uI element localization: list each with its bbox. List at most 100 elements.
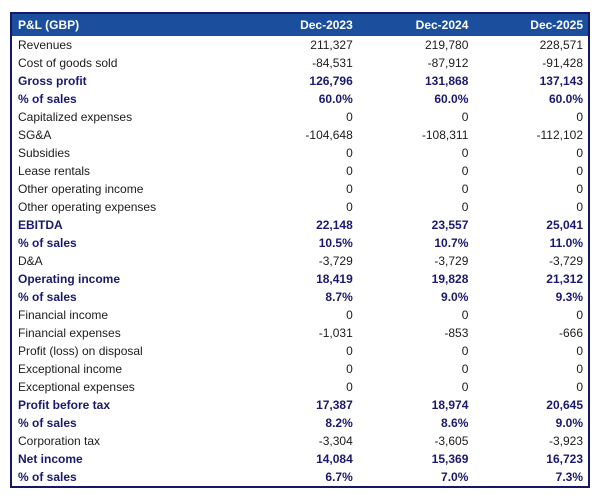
cell-value: -3,923 <box>473 432 589 450</box>
cell-value: -853 <box>357 324 474 342</box>
cell-value: 8.2% <box>242 414 358 432</box>
cell-value: 0 <box>357 342 474 360</box>
cell-value: 0 <box>473 162 589 180</box>
cell-value: -666 <box>473 324 589 342</box>
cell-value: -3,304 <box>242 432 358 450</box>
cell-value: -3,729 <box>357 252 474 270</box>
column-header-dec-2024: Dec-2024 <box>357 13 474 36</box>
cell-value: 9.0% <box>473 414 589 432</box>
cell-value: 10.7% <box>357 234 474 252</box>
table-row: % of sales 60.0% 60.0% 60.0% <box>11 90 589 108</box>
cell-value: 0 <box>242 378 358 396</box>
cell-value: 18,419 <box>242 270 358 288</box>
row-label: Financial expenses <box>11 324 243 342</box>
row-label: Financial income <box>11 306 243 324</box>
table-row: EBITDA 22,148 23,557 25,041 <box>11 216 589 234</box>
cell-value: 0 <box>357 108 474 126</box>
cell-value: 10.5% <box>242 234 358 252</box>
pnl-table: P&L (GBP) Dec-2023 Dec-2024 Dec-2025 Rev… <box>10 12 590 488</box>
cell-value: -1,031 <box>242 324 358 342</box>
cell-value: 11.0% <box>473 234 589 252</box>
table-row: D&A -3,729 -3,729 -3,729 <box>11 252 589 270</box>
cell-value: 219,780 <box>357 36 474 54</box>
cell-value: 0 <box>242 108 358 126</box>
cell-value: 0 <box>473 378 589 396</box>
column-header-dec-2025: Dec-2025 <box>473 13 589 36</box>
cell-value: -91,428 <box>473 54 589 72</box>
cell-value: -87,912 <box>357 54 474 72</box>
cell-value: 0 <box>357 378 474 396</box>
table-row: Net income 14,084 15,369 16,723 <box>11 450 589 468</box>
table-row: Cost of goods sold -84,531 -87,912 -91,428 <box>11 54 589 72</box>
cell-value: 6.7% <box>242 468 358 487</box>
cell-value: 0 <box>473 360 589 378</box>
cell-value: 60.0% <box>242 90 358 108</box>
row-label: Gross profit <box>11 72 243 90</box>
cell-value: 21,312 <box>473 270 589 288</box>
table-row: % of sales 8.7% 9.0% 9.3% <box>11 288 589 306</box>
table-row: % of sales 8.2% 8.6% 9.0% <box>11 414 589 432</box>
header-row: P&L (GBP) Dec-2023 Dec-2024 Dec-2025 <box>11 13 589 36</box>
cell-value: 0 <box>357 306 474 324</box>
cell-value: 137,143 <box>473 72 589 90</box>
table-row: Other operating income 0 0 0 <box>11 180 589 198</box>
cell-value: 0 <box>357 180 474 198</box>
row-label: Other operating expenses <box>11 198 243 216</box>
cell-value: 7.3% <box>473 468 589 487</box>
table-title: P&L (GBP) <box>11 13 243 36</box>
cell-value: 0 <box>242 180 358 198</box>
cell-value: -3,605 <box>357 432 474 450</box>
row-label: Corporation tax <box>11 432 243 450</box>
cell-value: 131,868 <box>357 72 474 90</box>
table-row: % of sales 6.7% 7.0% 7.3% <box>11 468 589 487</box>
cell-value: 126,796 <box>242 72 358 90</box>
cell-value: 8.6% <box>357 414 474 432</box>
table-row: Financial income 0 0 0 <box>11 306 589 324</box>
cell-value: 0 <box>357 198 474 216</box>
row-label: D&A <box>11 252 243 270</box>
table-row: Exceptional income 0 0 0 <box>11 360 589 378</box>
cell-value: 16,723 <box>473 450 589 468</box>
cell-value: 8.7% <box>242 288 358 306</box>
table-row: Capitalized expenses 0 0 0 <box>11 108 589 126</box>
table-row: % of sales 10.5% 10.7% 11.0% <box>11 234 589 252</box>
cell-value: 18,974 <box>357 396 474 414</box>
row-label: Exceptional expenses <box>11 378 243 396</box>
cell-value: 60.0% <box>473 90 589 108</box>
row-label: Profit before tax <box>11 396 243 414</box>
row-label: Exceptional income <box>11 360 243 378</box>
cell-value: -3,729 <box>473 252 589 270</box>
row-label: Cost of goods sold <box>11 54 243 72</box>
row-label: Subsidies <box>11 144 243 162</box>
table-row: Other operating expenses 0 0 0 <box>11 198 589 216</box>
cell-value: 0 <box>473 180 589 198</box>
cell-value: 0 <box>242 360 358 378</box>
table-row: Profit before tax 17,387 18,974 20,645 <box>11 396 589 414</box>
table-row: Revenues 211,327 219,780 228,571 <box>11 36 589 54</box>
cell-value: 0 <box>473 108 589 126</box>
row-label: Net income <box>11 450 243 468</box>
table-row: Profit (loss) on disposal 0 0 0 <box>11 342 589 360</box>
row-label: Revenues <box>11 36 243 54</box>
cell-value: 211,327 <box>242 36 358 54</box>
table-row: Gross profit 126,796 131,868 137,143 <box>11 72 589 90</box>
cell-value: 0 <box>473 144 589 162</box>
row-label: % of sales <box>11 90 243 108</box>
cell-value: 60.0% <box>357 90 474 108</box>
column-header-dec-2023: Dec-2023 <box>242 13 358 36</box>
cell-value: 0 <box>242 342 358 360</box>
cell-value: 0 <box>473 306 589 324</box>
cell-value: 9.3% <box>473 288 589 306</box>
row-label: EBITDA <box>11 216 243 234</box>
row-label: Other operating income <box>11 180 243 198</box>
table-row: Lease rentals 0 0 0 <box>11 162 589 180</box>
cell-value: 0 <box>242 306 358 324</box>
cell-value: 19,828 <box>357 270 474 288</box>
row-label: Capitalized expenses <box>11 108 243 126</box>
row-label: % of sales <box>11 234 243 252</box>
cell-value: -3,729 <box>242 252 358 270</box>
table-row: Financial expenses -1,031 -853 -666 <box>11 324 589 342</box>
row-label: Operating income <box>11 270 243 288</box>
table-row: Corporation tax -3,304 -3,605 -3,923 <box>11 432 589 450</box>
cell-value: -108,311 <box>357 126 474 144</box>
